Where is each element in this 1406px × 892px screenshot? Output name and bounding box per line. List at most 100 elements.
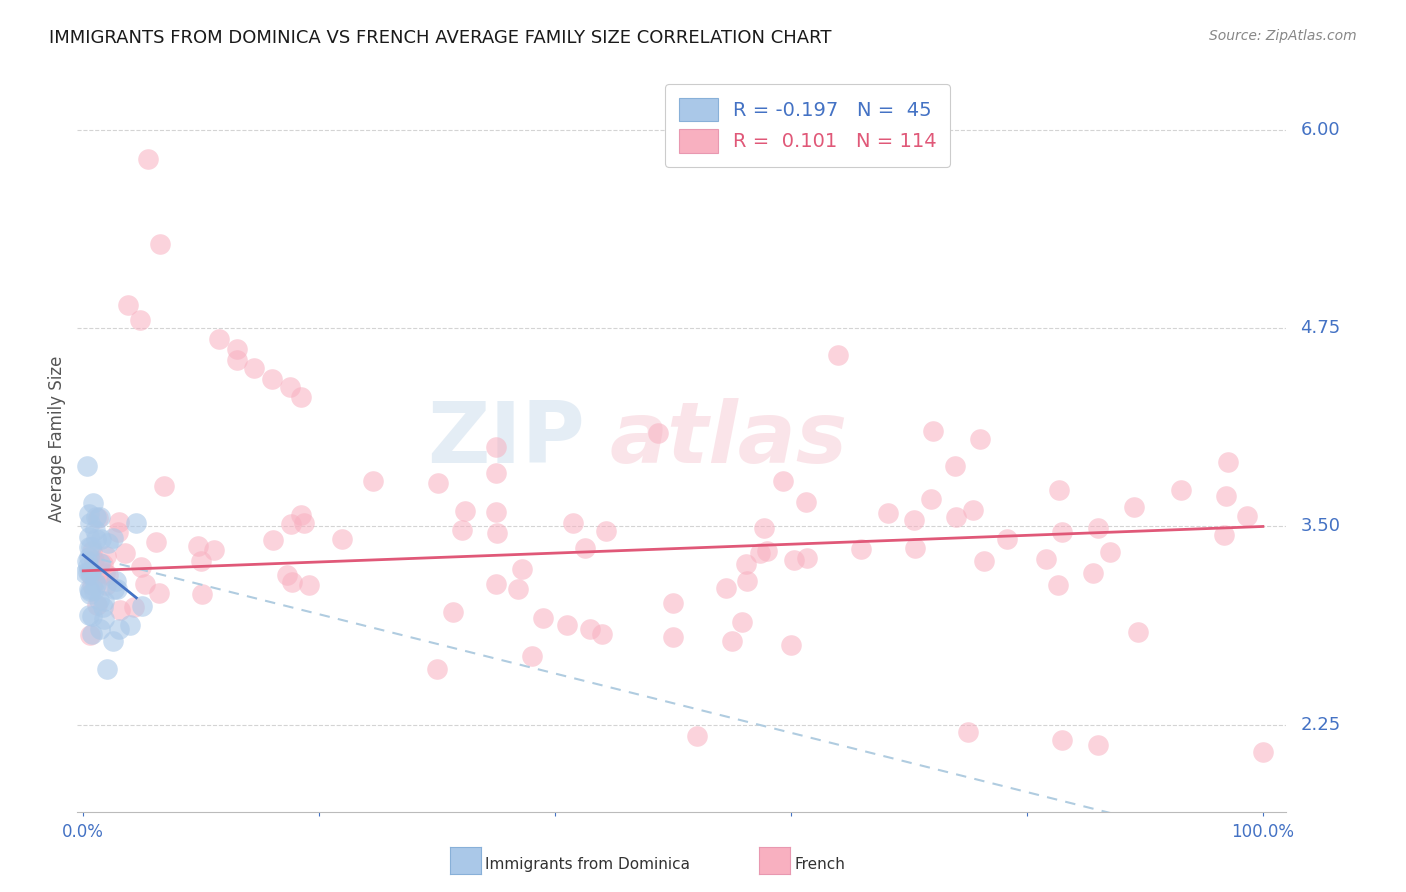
Point <box>1081 566 1104 580</box>
Point <box>84 523 107 537</box>
Point <box>148 586 170 600</box>
Point <box>101 633 124 648</box>
Point <box>1050 525 1073 540</box>
Point <box>77 540 100 554</box>
Point <box>945 510 967 524</box>
Point <box>89 556 111 570</box>
Point <box>1128 624 1150 639</box>
Point <box>79 628 101 642</box>
Text: French: French <box>794 857 845 871</box>
Point <box>1052 733 1074 747</box>
Point <box>122 600 145 615</box>
Point <box>76 554 98 568</box>
Point <box>595 524 617 538</box>
Point <box>77 559 100 574</box>
Point <box>427 475 450 490</box>
Point <box>77 507 100 521</box>
Point <box>86 599 108 613</box>
Point <box>485 577 508 591</box>
Point <box>97 568 120 582</box>
Text: ZIP: ZIP <box>427 398 585 481</box>
Point <box>107 623 129 637</box>
Point <box>89 622 111 636</box>
Point <box>454 504 477 518</box>
Point <box>104 574 127 588</box>
Point <box>134 576 156 591</box>
Point <box>903 541 925 556</box>
Point <box>661 596 683 610</box>
Point <box>120 617 142 632</box>
Point <box>426 662 449 676</box>
Point <box>79 540 101 554</box>
Point <box>79 516 101 531</box>
Text: Immigrants from Dominica: Immigrants from Dominica <box>485 857 690 871</box>
Point <box>105 582 128 597</box>
Point <box>662 631 685 645</box>
Point <box>107 524 129 539</box>
Point <box>1047 578 1070 592</box>
Point <box>752 521 775 535</box>
Point <box>531 611 554 625</box>
Point <box>290 390 312 404</box>
Point <box>794 495 817 509</box>
Point <box>1087 738 1109 752</box>
Point <box>129 559 152 574</box>
Point <box>82 496 104 510</box>
Point <box>83 582 105 597</box>
Point <box>943 459 966 474</box>
Point <box>77 582 100 596</box>
Point <box>86 511 108 525</box>
Point <box>555 617 578 632</box>
Point <box>292 516 315 530</box>
Point <box>591 627 613 641</box>
Point <box>995 532 1018 546</box>
Point <box>94 566 117 580</box>
Point <box>772 474 794 488</box>
Point <box>84 510 107 524</box>
Point <box>485 505 508 519</box>
Point <box>1035 551 1057 566</box>
Point <box>80 578 103 592</box>
Point <box>1236 508 1258 523</box>
Point <box>80 567 103 582</box>
Point <box>1212 527 1234 541</box>
Point <box>76 459 98 474</box>
Point <box>101 531 124 545</box>
Point <box>903 513 925 527</box>
Point <box>485 440 508 454</box>
Text: 4.75: 4.75 <box>1301 319 1341 337</box>
Point <box>94 549 117 563</box>
Point <box>1251 744 1274 758</box>
Point <box>149 237 172 252</box>
Point <box>574 541 596 556</box>
Point <box>97 536 120 550</box>
Point <box>512 562 534 576</box>
Point <box>749 546 772 560</box>
Point <box>84 532 107 546</box>
Point <box>79 584 101 599</box>
Text: Source: ZipAtlas.com: Source: ZipAtlas.com <box>1209 29 1357 43</box>
Point <box>561 516 583 530</box>
Point <box>80 564 103 578</box>
Point <box>450 523 472 537</box>
Point <box>225 353 247 368</box>
Point <box>93 611 115 625</box>
Point <box>280 517 302 532</box>
Point <box>685 729 707 743</box>
Point <box>756 544 779 558</box>
Point <box>260 372 283 386</box>
Point <box>79 608 101 623</box>
Point <box>485 525 508 540</box>
Point <box>191 587 214 601</box>
Point <box>962 502 984 516</box>
Point <box>75 566 97 581</box>
Text: IMMIGRANTS FROM DOMINICA VS FRENCH AVERAGE FAMILY SIZE CORRELATION CHART: IMMIGRANTS FROM DOMINICA VS FRENCH AVERA… <box>49 29 832 46</box>
Point <box>187 539 209 553</box>
Point <box>956 725 979 739</box>
Point <box>110 602 132 616</box>
Point <box>920 491 942 506</box>
Point <box>1170 483 1192 497</box>
Point <box>485 466 508 480</box>
Point <box>1122 500 1144 514</box>
Point <box>716 581 738 595</box>
